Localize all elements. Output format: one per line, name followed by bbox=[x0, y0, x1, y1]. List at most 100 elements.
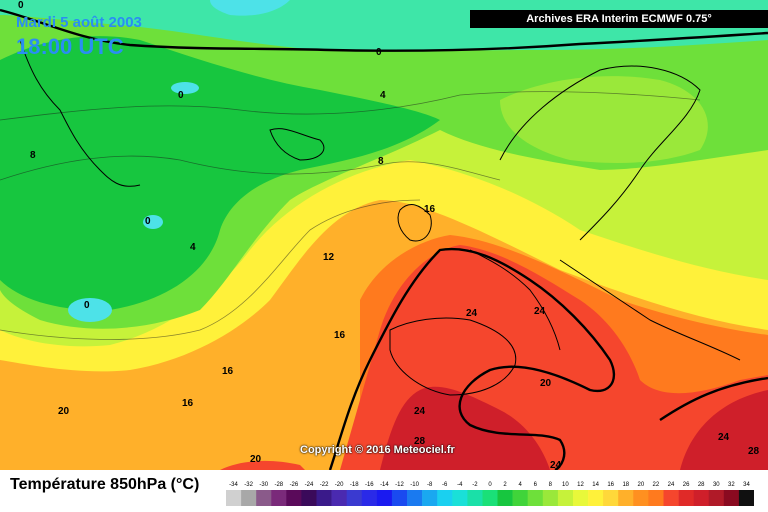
legend-swatch bbox=[542, 490, 559, 506]
legend-tick-label: 2 bbox=[503, 482, 507, 488]
legend-tick-label: -20 bbox=[335, 482, 344, 488]
legend-swatch bbox=[557, 490, 574, 506]
legend-tick-label: -32 bbox=[244, 482, 253, 488]
archive-banner: Archives ERA Interim ECMWF 0.75° bbox=[470, 10, 768, 28]
legend-tick-label: 14 bbox=[592, 482, 599, 488]
legend-swatch bbox=[452, 490, 468, 506]
contour-label: 24 bbox=[550, 460, 562, 470]
contour-label: 24 bbox=[466, 308, 478, 319]
legend-swatch bbox=[738, 490, 754, 506]
legend-tick-label: 0 bbox=[488, 482, 492, 488]
legend-swatch bbox=[241, 490, 257, 506]
contour-label: 0 bbox=[84, 300, 90, 311]
contour-label: 20 bbox=[58, 406, 70, 417]
legend-swatch bbox=[633, 490, 649, 506]
legend-swatch bbox=[708, 490, 725, 506]
contour-label: 0 bbox=[376, 47, 382, 58]
contour-label: 0 bbox=[145, 216, 151, 227]
contour-label: 0 bbox=[178, 90, 184, 101]
legend-tick-label: 4 bbox=[519, 482, 523, 488]
legend-tick-label: -22 bbox=[320, 482, 329, 488]
legend-tick-label: 32 bbox=[728, 482, 735, 488]
contour-label: 24 bbox=[414, 406, 426, 417]
legend-tick-label: 20 bbox=[638, 482, 645, 488]
legend-tick-label: -24 bbox=[305, 482, 314, 488]
legend-swatch bbox=[226, 490, 242, 506]
legend-tick-label: 28 bbox=[698, 482, 705, 488]
legend-tick-label: 18 bbox=[622, 482, 629, 488]
legend-tick-label: -6 bbox=[442, 482, 448, 488]
legend-tick-label: 22 bbox=[653, 482, 660, 488]
legend-tick-label: -34 bbox=[229, 482, 238, 488]
legend-tick-label: 6 bbox=[534, 482, 538, 488]
legend-tick-label: -14 bbox=[380, 482, 389, 488]
legend-swatch bbox=[422, 490, 438, 506]
contour-label: 16 bbox=[222, 366, 234, 377]
contour-label: 24 bbox=[534, 306, 546, 317]
legend-tick-label: 34 bbox=[743, 482, 750, 488]
legend-tick-label: -4 bbox=[457, 482, 463, 488]
legend-swatch bbox=[376, 490, 393, 506]
legend-swatch bbox=[301, 490, 317, 506]
contour-label: 12 bbox=[323, 252, 335, 263]
contour-label: 4 bbox=[190, 242, 196, 253]
legend-swatch bbox=[618, 490, 634, 506]
contour-label-20-mid: 20 bbox=[540, 378, 552, 389]
legend-swatch bbox=[256, 490, 272, 506]
legend-swatch bbox=[467, 490, 483, 506]
legend-swatch bbox=[346, 490, 363, 506]
legend-swatch bbox=[361, 490, 378, 506]
legend-swatch bbox=[271, 490, 287, 506]
contour-label: 4 bbox=[380, 90, 386, 101]
contour-label: 28 bbox=[414, 436, 426, 447]
legend-swatch bbox=[437, 490, 453, 506]
temperature-map: 0 0 0 0 0 4 4 8 8 12 16 16 16 16 20 20 2… bbox=[0, 0, 768, 470]
contour-label: 20 bbox=[250, 454, 262, 465]
legend-swatch bbox=[331, 490, 347, 506]
legend-tick-label: -30 bbox=[259, 482, 268, 488]
legend-tick-label: 16 bbox=[607, 482, 614, 488]
contour-label: 16 bbox=[334, 330, 346, 341]
contour-label: 8 bbox=[30, 150, 36, 161]
legend-swatch bbox=[407, 490, 423, 506]
legend-swatch bbox=[286, 490, 302, 506]
legend-swatch bbox=[693, 490, 710, 506]
legend-tick-label: -2 bbox=[472, 482, 478, 488]
contour-label: 24 bbox=[718, 432, 730, 443]
legend-tick-label: -16 bbox=[365, 482, 374, 488]
variable-label: Température 850hPa (°C) bbox=[10, 476, 200, 493]
legend-swatch bbox=[678, 490, 694, 506]
legend-tick-label: -26 bbox=[290, 482, 299, 488]
legend-swatch bbox=[527, 490, 544, 506]
legend-tick-label: -10 bbox=[410, 482, 419, 488]
legend-swatch bbox=[573, 490, 589, 506]
time-label: 18:00 UTC bbox=[16, 34, 124, 59]
legend-tick-label: 30 bbox=[713, 482, 720, 488]
legend-tick-label: 10 bbox=[562, 482, 569, 488]
legend-swatch bbox=[316, 490, 332, 506]
contour-label: 28 bbox=[748, 446, 760, 457]
legend-swatch bbox=[512, 490, 528, 506]
legend-swatch bbox=[497, 490, 513, 506]
legend-swatch bbox=[603, 490, 619, 506]
legend-tick-label: 8 bbox=[549, 482, 553, 488]
legend-swatch bbox=[723, 490, 740, 506]
legend-swatch bbox=[391, 490, 408, 506]
legend-swatch bbox=[588, 490, 604, 506]
legend-tick-label: -8 bbox=[427, 482, 433, 488]
contour-label: 0 bbox=[18, 0, 24, 11]
date-label: Mardi 5 août 2003 bbox=[16, 14, 142, 31]
contour-label: 8 bbox=[378, 156, 384, 167]
legend-swatch bbox=[482, 490, 498, 506]
legend-tick-label: -28 bbox=[274, 482, 283, 488]
legend-swatch bbox=[648, 490, 664, 506]
legend-tick-label: -12 bbox=[395, 482, 404, 488]
legend-tick-label: 26 bbox=[683, 482, 690, 488]
contour-label: 16 bbox=[424, 204, 436, 215]
color-scale-legend: -34 -32 -30 -28 -26 -24 -22 -20 -18 -16 -14 -12 -10-… bbox=[226, 482, 754, 506]
legend-tick-label: -18 bbox=[350, 482, 359, 488]
legend-tick-label: 12 bbox=[577, 482, 584, 488]
contour-label: 16 bbox=[182, 398, 194, 409]
legend-swatch bbox=[663, 490, 679, 506]
copyright-notice: Copyright © 2016 Meteociel.fr bbox=[300, 444, 455, 456]
